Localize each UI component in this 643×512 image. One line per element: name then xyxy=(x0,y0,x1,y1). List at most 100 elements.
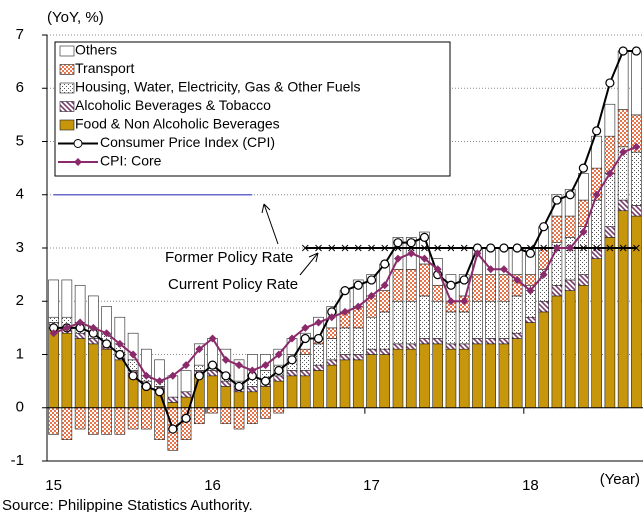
bar-segment xyxy=(141,407,152,430)
bar-segment xyxy=(101,348,112,409)
legend-label: Food & Non Alcoholic Beverages xyxy=(75,116,280,132)
marker xyxy=(513,275,522,284)
marker xyxy=(380,259,390,269)
y-tick-label: 0 xyxy=(16,399,24,416)
bar-segment xyxy=(74,338,86,409)
bar-segment xyxy=(604,173,616,227)
marker xyxy=(182,361,191,370)
bar-segment xyxy=(392,343,404,350)
bar-segment xyxy=(194,364,205,371)
marker xyxy=(62,323,71,332)
bar-segment xyxy=(180,370,192,393)
marker xyxy=(207,360,218,370)
marker xyxy=(433,265,442,274)
bar-segment xyxy=(472,300,483,339)
bar-segment xyxy=(233,359,245,382)
marker xyxy=(287,355,297,365)
bar-segment xyxy=(48,316,59,323)
marker xyxy=(101,339,112,349)
bar-segment xyxy=(551,215,563,243)
marker xyxy=(618,46,628,56)
marker xyxy=(565,190,575,200)
bar-segment xyxy=(326,338,338,361)
bar-segment xyxy=(405,348,417,409)
bar-segment xyxy=(339,354,351,361)
legend-swatch xyxy=(59,82,75,94)
bar-segment xyxy=(379,354,391,409)
marker xyxy=(221,371,231,381)
bar-segment xyxy=(392,300,404,345)
bar-segment xyxy=(74,332,86,339)
bar-segment xyxy=(419,343,430,409)
x-axis-label: (Year) xyxy=(600,471,640,488)
bar-segment xyxy=(392,268,404,302)
bar-segment xyxy=(525,274,536,286)
marker xyxy=(460,297,469,306)
marker xyxy=(208,334,217,343)
bar-segment xyxy=(472,343,483,409)
bar-segment xyxy=(220,407,232,425)
bar-segment xyxy=(445,311,457,345)
bar-segment xyxy=(564,290,576,409)
bar-segment xyxy=(180,391,192,398)
marker xyxy=(301,244,309,252)
marker xyxy=(606,244,614,252)
bar-segment xyxy=(326,364,338,409)
marker xyxy=(447,244,455,252)
legend-label: Others xyxy=(75,42,117,58)
bar-segment xyxy=(313,370,324,409)
bar-segment xyxy=(498,338,510,345)
bar-segment xyxy=(339,359,351,409)
bar-segment xyxy=(498,300,510,339)
marker xyxy=(76,318,85,327)
marker xyxy=(593,244,600,252)
marker xyxy=(420,254,429,263)
bar-segment xyxy=(154,407,165,441)
arrow xyxy=(261,203,279,245)
marker xyxy=(341,244,349,252)
bar-segment xyxy=(313,343,324,366)
bar-segment xyxy=(472,338,483,345)
bar-segment xyxy=(564,279,576,291)
bar-segment xyxy=(525,316,536,323)
y-axis-label: (YoY, %) xyxy=(47,9,104,26)
marker xyxy=(566,244,575,252)
bar-segment xyxy=(352,359,364,409)
marker xyxy=(393,238,403,248)
bar-segment xyxy=(233,407,245,430)
bar-segment xyxy=(485,300,496,339)
bar-segment xyxy=(631,151,642,206)
marker xyxy=(539,270,548,279)
bar-segment xyxy=(167,402,179,409)
marker xyxy=(434,244,442,252)
y-tick-label: 1 xyxy=(16,345,24,362)
y-tick-label: 4 xyxy=(16,186,24,203)
bar-segment xyxy=(299,370,311,377)
legend-swatch xyxy=(59,64,75,75)
marker xyxy=(499,265,508,274)
bar-segment xyxy=(485,338,496,345)
bar-segment xyxy=(578,173,589,201)
legend-swatch xyxy=(59,101,75,112)
marker xyxy=(154,387,165,397)
marker xyxy=(168,371,177,380)
bar-segment xyxy=(511,295,523,334)
y-tick-label: 6 xyxy=(16,79,24,96)
bar-segment xyxy=(352,327,364,355)
marker xyxy=(340,286,350,296)
marker xyxy=(327,313,336,322)
bar-segment xyxy=(498,274,510,302)
marker xyxy=(353,280,363,290)
marker xyxy=(195,345,204,354)
bar-segment xyxy=(207,407,218,414)
x-tick-label: 16 xyxy=(204,477,221,494)
bar-segment xyxy=(498,343,510,409)
bar-segment xyxy=(246,391,258,409)
legend-marker xyxy=(73,139,83,148)
bar-segment xyxy=(617,210,629,409)
marker xyxy=(142,371,151,380)
bar-segment xyxy=(246,386,258,393)
marker xyxy=(406,238,416,248)
marker xyxy=(499,243,509,253)
marker xyxy=(181,413,191,423)
